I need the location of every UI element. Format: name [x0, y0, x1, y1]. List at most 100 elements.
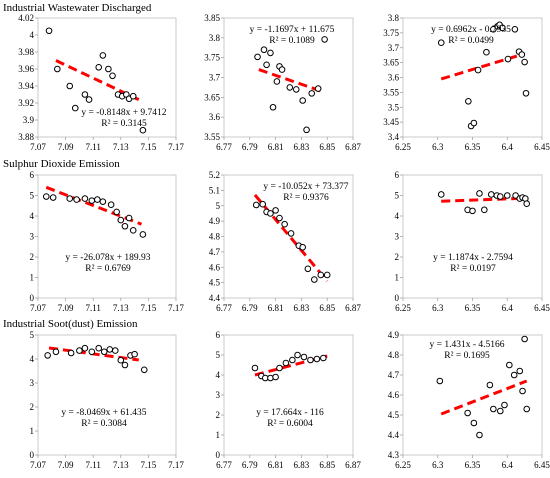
r-squared-label: R² = 0.3084	[81, 419, 127, 429]
regression-equation: y = -0.8148x + 9.7412	[81, 108, 166, 118]
data-point	[88, 348, 96, 356]
data-point	[254, 53, 261, 61]
data-point	[125, 214, 133, 222]
data-point	[44, 352, 51, 359]
data-point	[523, 200, 531, 207]
x-tick-label: 7.17	[168, 460, 184, 470]
data-point	[506, 361, 513, 369]
y-tick-label: 3.98	[18, 47, 34, 57]
r-squared-label: R² = 0.6769	[85, 264, 131, 274]
y-tick-label: 2	[395, 252, 400, 262]
x-tick-label: 7.13	[113, 142, 129, 152]
x-tick-label: 7.15	[141, 460, 157, 470]
x-tick-label: 6.35	[465, 460, 481, 470]
data-point	[100, 348, 108, 356]
data-point	[286, 84, 294, 91]
y-tick-label: 4.5	[209, 278, 221, 288]
trend-line	[440, 379, 528, 416]
y-tick-label: 3.65	[204, 92, 220, 102]
y-tick-label: 5	[216, 350, 221, 360]
data-point	[263, 61, 270, 69]
y-tick-label: 2	[30, 402, 35, 412]
data-point	[45, 27, 53, 35]
data-point	[117, 356, 125, 364]
data-point	[292, 86, 300, 93]
x-tick-label: 6.83	[294, 303, 310, 313]
data-point	[314, 85, 322, 92]
regression-equation: y = -26.078x + 189.93	[65, 253, 150, 263]
data-point	[121, 361, 129, 369]
scatter-panel-7: 0 1 2 3 4 5 7.07 7.09 7.11 7.13 7.15 7.17 y = -8.046…	[30, 330, 185, 470]
data-point	[85, 96, 93, 103]
r-squared-label: R² = 0.1089	[269, 36, 315, 46]
data-point	[503, 192, 511, 199]
x-tick-label: 6.4	[502, 303, 514, 313]
data-point	[54, 65, 61, 73]
data-point	[81, 344, 89, 352]
y-tick-label: 3.6	[388, 73, 400, 83]
data-point	[109, 72, 116, 80]
data-point	[273, 78, 281, 85]
x-tick-label: 7.17	[168, 303, 184, 313]
y-tick-label: 3.5	[388, 102, 400, 112]
y-tick-label: 3	[395, 232, 400, 242]
data-point	[113, 208, 120, 216]
scatter-panel-9: 4.3 4.4 4.5 4.6 4.7 4.8 4.9 6.25 6.3 6.35 6.4 6.45 y…	[388, 330, 550, 470]
data-point	[95, 64, 103, 71]
y-tick-label: 3.96	[18, 64, 34, 74]
data-point	[95, 344, 103, 352]
data-point	[470, 419, 478, 427]
y-tick-label: 3.65	[383, 58, 399, 68]
y-tick-label: 4	[30, 30, 35, 40]
y-tick-label: 4.4	[388, 430, 400, 440]
y-tick-label: 4.6	[388, 390, 400, 400]
y-tick-label: 0	[395, 293, 400, 303]
data-point	[117, 216, 125, 224]
y-tick-label: 4	[216, 370, 221, 380]
y-tick-label: 6	[216, 330, 221, 340]
x-tick-label: 7.11	[85, 142, 100, 152]
x-tick-label: 7.13	[113, 303, 129, 313]
scatter-panel-3: 3.4 3.45 3.5 3.55 3.6 3.65 3.7 3.75 3.8 6.25 6.3 6.…	[383, 13, 550, 152]
y-tick-label: 3.75	[204, 53, 220, 63]
x-tick-label: 6.79	[242, 142, 258, 152]
data-point	[311, 276, 318, 283]
data-point	[294, 351, 301, 359]
x-tick-label: 6.87	[345, 303, 361, 313]
y-tick-label: 3.7	[209, 73, 221, 83]
y-tick-label: 0	[30, 293, 35, 303]
data-point	[81, 195, 89, 202]
y-tick-label: 4.02	[18, 13, 34, 23]
data-point	[139, 231, 147, 238]
x-tick-label: 6.25	[395, 460, 411, 470]
data-point	[67, 349, 75, 357]
x-tick-label: 7.11	[85, 460, 100, 470]
regression-equation: y = -1.1697x + 11.675	[250, 25, 335, 35]
y-tick-label: 5	[216, 201, 221, 211]
y-tick-label: 3.8	[209, 33, 221, 43]
y-tick-label: 4.9	[388, 330, 400, 340]
plot-frame	[223, 334, 354, 456]
scatter-panel-4: 0 1 2 3 4 5 6 7.07 7.09 7.11 7.13 7.15 7.17 y = -26.0…	[30, 170, 185, 313]
data-point	[272, 207, 279, 214]
x-tick-label: 6.3	[432, 460, 444, 470]
y-tick-label: 3.9	[23, 115, 35, 125]
data-point	[470, 119, 478, 127]
trend-line	[45, 185, 143, 226]
y-tick-label: 2	[216, 410, 221, 420]
x-tick-label: 6.79	[242, 303, 258, 313]
row-title-wastewater: Industrial Wastewater Discharged	[3, 2, 152, 14]
x-tick-label: 7.09	[58, 142, 74, 152]
data-point	[519, 387, 526, 395]
data-point	[521, 58, 528, 66]
data-point	[307, 356, 314, 364]
regression-equation: y = 1.1874x - 2.7594	[433, 253, 513, 263]
data-point	[518, 51, 526, 58]
y-tick-label: 3.75	[383, 28, 399, 38]
data-point	[99, 198, 107, 205]
x-tick-label: 6.81	[268, 142, 284, 152]
x-tick-label: 7.15	[141, 142, 157, 152]
data-point	[129, 92, 137, 100]
data-point	[272, 373, 279, 381]
